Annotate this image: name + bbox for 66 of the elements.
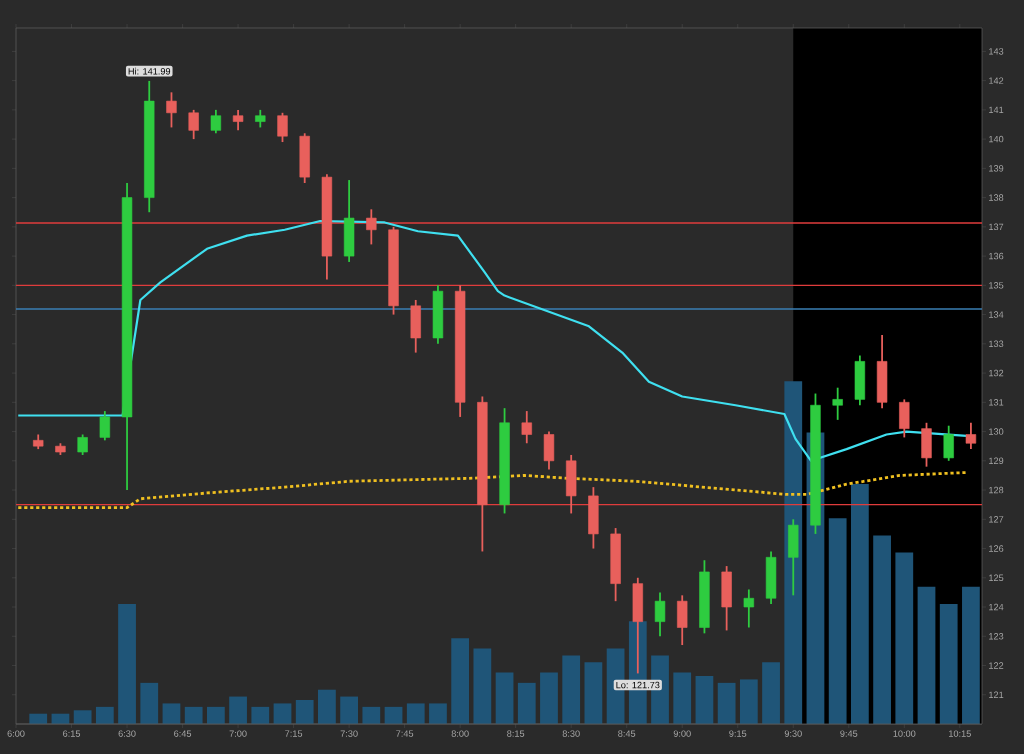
- candlestick: [677, 594, 688, 646]
- candlestick: [210, 108, 222, 135]
- bar: [584, 662, 603, 724]
- candlestick: [765, 550, 777, 605]
- bar: [562, 655, 581, 724]
- candlestick: [188, 108, 199, 141]
- candlestick: [566, 454, 577, 515]
- bar: [695, 676, 714, 724]
- candlestick: [899, 398, 910, 439]
- bar: [318, 689, 336, 724]
- bar: [95, 706, 114, 724]
- bar: [762, 662, 780, 724]
- candlestick: [876, 334, 888, 410]
- bar: [962, 586, 980, 724]
- bar: [140, 682, 159, 724]
- candlestick: [410, 299, 421, 354]
- candlestick: [654, 591, 666, 638]
- bar: [406, 703, 425, 724]
- bar: [828, 518, 847, 724]
- bar: [540, 672, 558, 724]
- candlestick: [965, 421, 977, 451]
- bar: [184, 706, 203, 724]
- bar: [784, 381, 803, 724]
- candlestick: [588, 486, 599, 550]
- bar: [850, 484, 869, 724]
- bar: [118, 604, 136, 724]
- candlestick: [632, 576, 643, 675]
- candlestick: [277, 111, 288, 143]
- bar: [251, 706, 270, 724]
- candlestick: [77, 433, 88, 456]
- candlestick: [99, 410, 111, 442]
- candlestick: [299, 132, 310, 184]
- candlestick: [743, 588, 755, 629]
- bar: [473, 648, 492, 724]
- bar: [895, 552, 914, 724]
- bar: [429, 703, 447, 724]
- bar: [673, 672, 692, 724]
- bar: [162, 703, 181, 724]
- candlestick: [366, 208, 377, 246]
- bar: [362, 706, 381, 724]
- bar: [739, 679, 758, 724]
- bar: [73, 710, 92, 724]
- bar: [917, 586, 936, 724]
- bar: [517, 682, 536, 724]
- bar: [717, 682, 736, 724]
- candlestick: [854, 354, 866, 407]
- bar: [295, 700, 314, 724]
- bar: [273, 703, 292, 724]
- bar: [206, 706, 225, 724]
- candlestick: [166, 91, 177, 129]
- candlestick: [788, 518, 799, 597]
- candlestick: [721, 565, 732, 632]
- candlestick: [521, 410, 532, 445]
- candlestick: [832, 386, 843, 421]
- candlestick: [921, 421, 932, 468]
- bar: [340, 696, 358, 724]
- candlestick: [543, 430, 555, 471]
- bar: [873, 535, 891, 724]
- bar: [229, 696, 247, 724]
- candlestick: [232, 108, 244, 132]
- bar: [451, 638, 470, 724]
- candlestick: [343, 179, 355, 263]
- candlestick: [943, 424, 954, 462]
- candlestick: [432, 284, 444, 345]
- bar: [495, 672, 514, 724]
- bar: [939, 604, 958, 724]
